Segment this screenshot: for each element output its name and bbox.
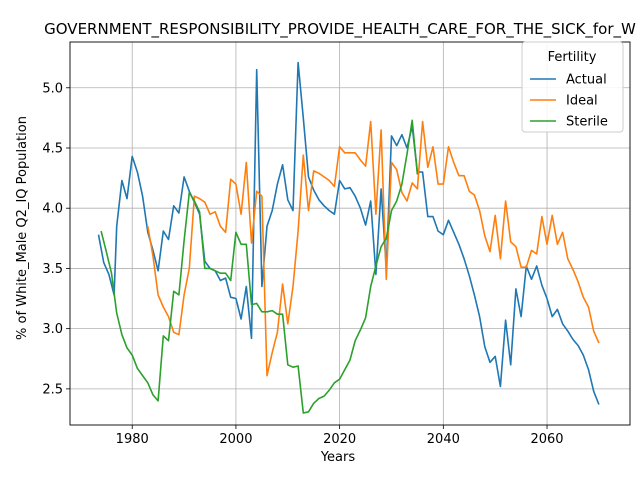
x-tick-label: 2000	[219, 432, 252, 447]
y-axis-ticks: 2.5 3.0 3.5 4.0 4.5 5.0	[42, 81, 70, 397]
series-line-sterile	[100, 119, 419, 414]
x-tick-label: 2040	[427, 432, 460, 447]
plot-frame	[69, 41, 631, 426]
chart-title: GOVERNMENT_RESPONSIBILITY_PROVIDE_HEALTH…	[44, 20, 636, 39]
legend-title: Fertility	[548, 50, 597, 65]
legend-box	[521, 41, 624, 133]
x-tick-label: 1980	[116, 432, 149, 447]
y-tick-label: 5.0	[42, 81, 63, 96]
grid	[70, 42, 630, 425]
series-lines	[97, 61, 600, 414]
y-tick-label: 4.5	[42, 141, 63, 156]
y-tick-label: 3.5	[42, 262, 63, 277]
legend-label-actual: Actual	[566, 73, 607, 88]
series-line-actual	[97, 61, 600, 405]
legend-label-sterile: Sterile	[566, 115, 608, 130]
x-tick-label: 2060	[530, 432, 563, 447]
y-tick-label: 4.0	[42, 202, 63, 217]
legend-entries: Actual Ideal Sterile	[530, 73, 608, 130]
x-axis-ticks: 1980 2000 2020 2040 2060	[116, 425, 564, 447]
x-tick-label: 2020	[323, 432, 356, 447]
y-tick-label: 2.5	[42, 382, 63, 397]
series-line-ideal	[147, 120, 600, 377]
x-axis-label: Years	[320, 450, 356, 465]
legend: Fertility Actual Ideal Sterile	[521, 41, 624, 133]
y-tick-label: 3.0	[42, 322, 63, 337]
y-axis-label: % of White_Male Q2_IQ Population	[15, 116, 30, 340]
legend-label-ideal: Ideal	[566, 94, 598, 109]
